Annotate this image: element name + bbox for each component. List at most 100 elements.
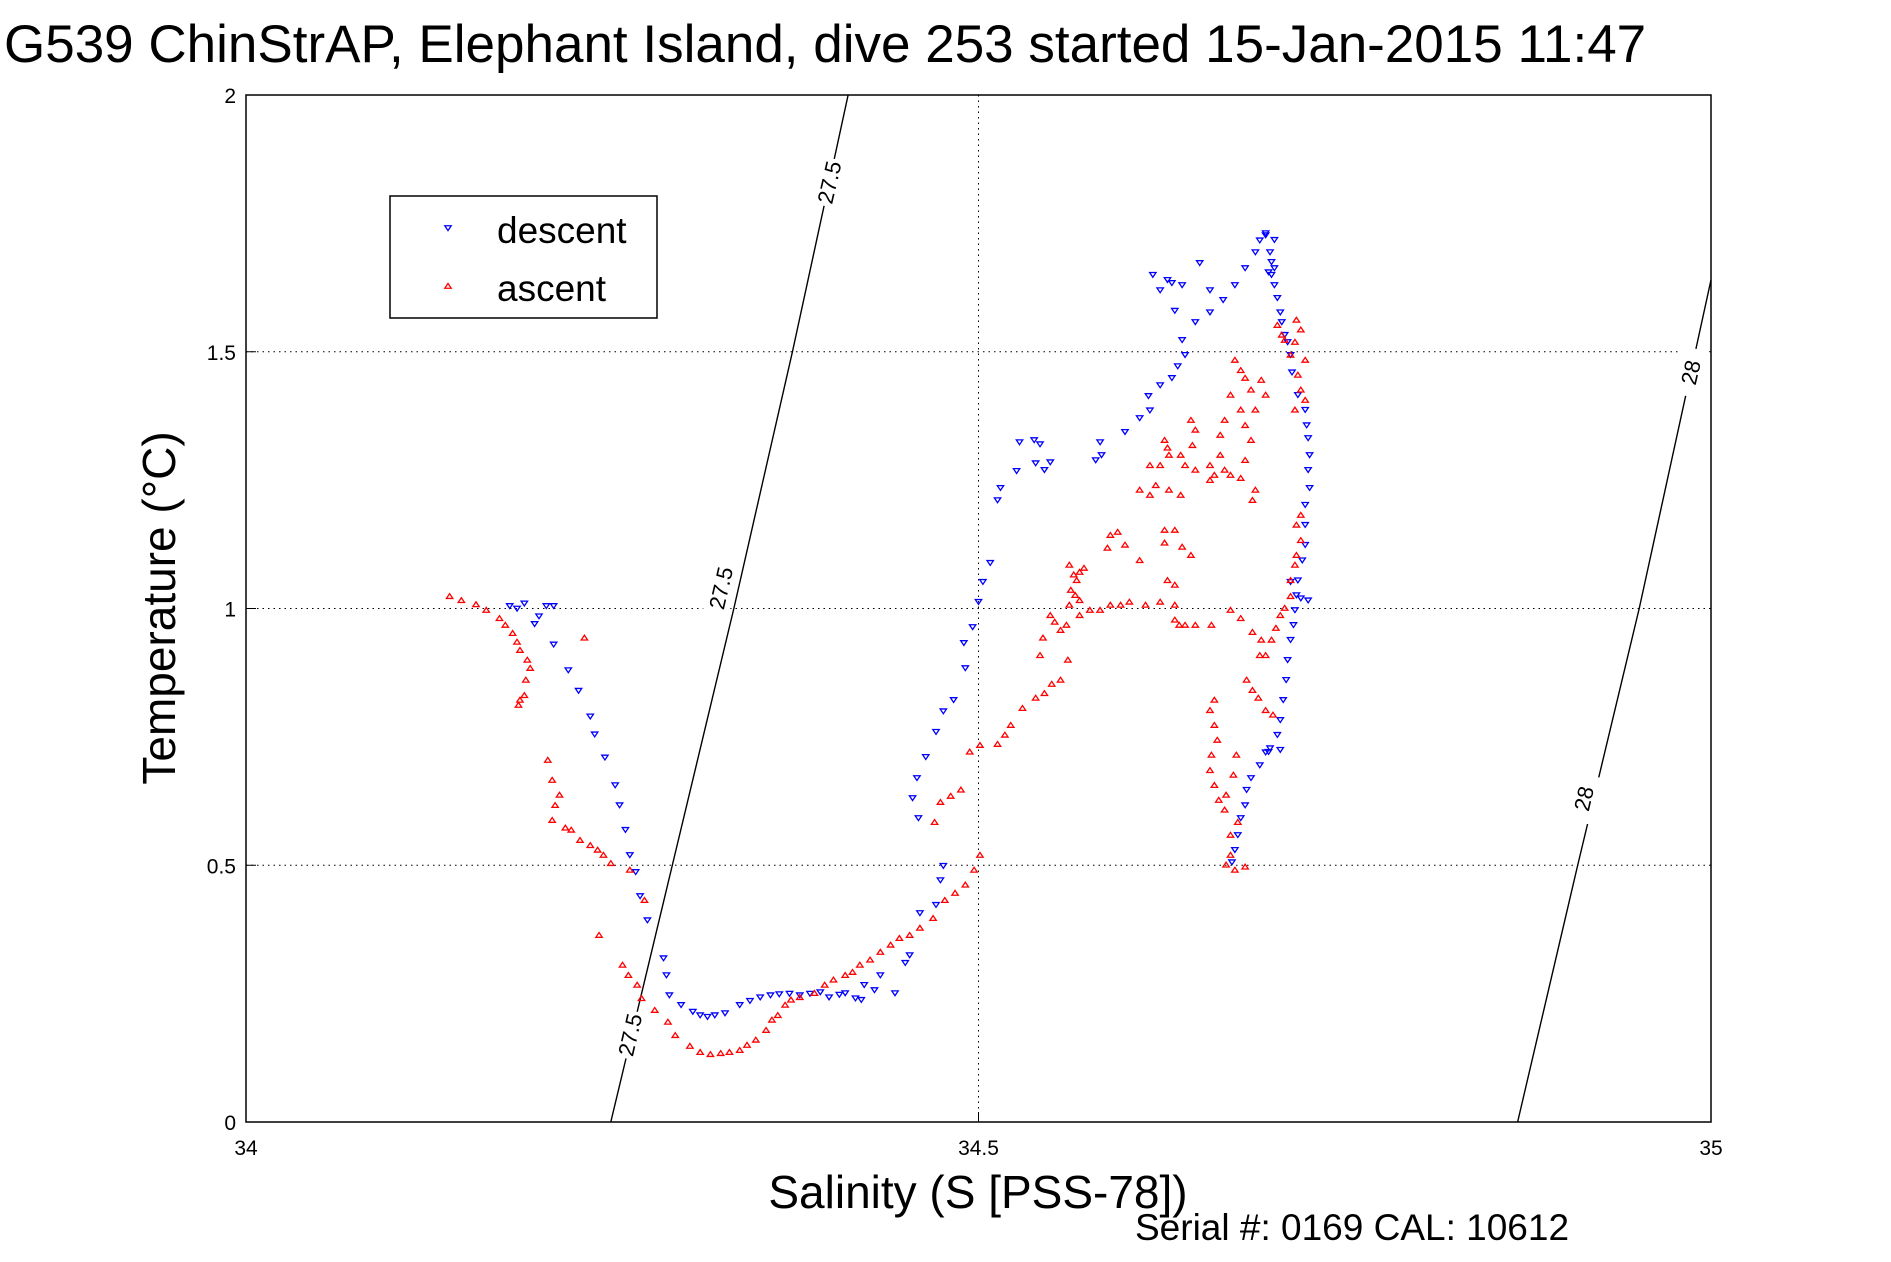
ascent-point xyxy=(1170,616,1180,623)
ascent-point xyxy=(716,1049,726,1057)
ascent-point xyxy=(935,798,945,805)
descent-point xyxy=(1240,802,1250,809)
descent-point xyxy=(1242,786,1252,794)
ascent-point xyxy=(1176,491,1186,498)
ascent-point xyxy=(1064,601,1074,608)
ascent-point xyxy=(1135,556,1145,564)
ascent-point xyxy=(705,1050,715,1058)
ascent-point xyxy=(840,971,850,979)
descent-point xyxy=(1275,309,1285,316)
ascent-point xyxy=(1038,634,1048,641)
ascent-point xyxy=(905,931,915,938)
ascent-point xyxy=(1293,371,1303,378)
ascent-point xyxy=(1186,551,1196,558)
ascent-point xyxy=(519,691,529,699)
ascent-point xyxy=(1291,521,1301,528)
ascent-point xyxy=(1207,751,1216,758)
ascent-point xyxy=(1215,431,1225,438)
ascent-point xyxy=(820,981,830,988)
legend-box xyxy=(389,195,658,319)
descent-point xyxy=(1297,557,1307,564)
ascent-point xyxy=(1236,406,1246,413)
ascent-point xyxy=(1047,680,1057,687)
legend: descent ascent xyxy=(389,195,658,319)
ascent-point xyxy=(1190,621,1200,628)
ascent-point xyxy=(1290,561,1300,568)
ascent-point xyxy=(1135,486,1145,493)
ascent-point xyxy=(928,914,938,922)
descent-point xyxy=(1167,375,1177,382)
ascent-point xyxy=(575,836,585,843)
ascent-point xyxy=(956,786,966,793)
descent-point xyxy=(1233,832,1243,839)
ascent-point xyxy=(1253,694,1263,701)
descent-point xyxy=(1255,237,1265,245)
descent-point xyxy=(908,795,917,802)
ascent-point xyxy=(1221,861,1231,868)
ascent-point xyxy=(1120,541,1130,548)
ascent-point xyxy=(1160,539,1169,546)
ascent-point xyxy=(1296,536,1306,544)
descent-point xyxy=(755,994,765,1001)
descent-point xyxy=(1230,846,1240,854)
descent-point xyxy=(720,1010,730,1017)
ascent-point xyxy=(663,1018,673,1025)
descent-point xyxy=(1163,276,1172,284)
ascent-point xyxy=(1220,806,1230,813)
ascent-point xyxy=(555,791,564,798)
ascent-point xyxy=(1248,496,1257,504)
ascent-point xyxy=(1226,391,1235,398)
ascent-point xyxy=(585,841,595,849)
ascent-point xyxy=(685,1042,695,1049)
descent-point xyxy=(1275,746,1285,754)
descent-point xyxy=(631,869,641,876)
descent-point xyxy=(1275,717,1285,724)
ascent-point xyxy=(1164,451,1174,458)
descent-point xyxy=(774,991,784,998)
ascent-point xyxy=(1006,721,1016,728)
ascent-point xyxy=(618,961,627,968)
descent-point xyxy=(1281,676,1291,684)
ascent-point xyxy=(1267,636,1276,643)
descent-point xyxy=(1240,265,1250,272)
descent-point xyxy=(590,731,600,739)
descent-point xyxy=(959,640,969,647)
descent-point xyxy=(1293,391,1303,399)
descent-point xyxy=(785,990,794,998)
descent-point xyxy=(703,1013,712,1021)
ascent-point xyxy=(1164,486,1174,493)
ascent-point xyxy=(1050,618,1060,625)
descent-point xyxy=(890,990,900,997)
ascent-point xyxy=(829,976,838,983)
descent-point xyxy=(1155,287,1165,294)
descent-point xyxy=(574,687,583,695)
ascent-point xyxy=(1151,481,1161,489)
ascent-point xyxy=(1170,601,1180,608)
descent-point xyxy=(585,713,595,721)
descent-point xyxy=(1040,466,1049,474)
y-axis-ticks: 0 0.5 1 1.5 2 xyxy=(207,85,256,1135)
descent-point xyxy=(1290,607,1300,614)
ascent-point xyxy=(1286,576,1295,584)
ascent-point xyxy=(735,1046,745,1053)
descent-point xyxy=(635,893,645,900)
descent-point xyxy=(1267,271,1276,279)
ascent-point xyxy=(1141,601,1150,608)
ascent-point xyxy=(1240,374,1250,381)
descent-point xyxy=(534,613,544,620)
ascent-point xyxy=(1209,471,1219,478)
ascent-point xyxy=(599,851,608,858)
y-tick-label: 0 xyxy=(224,1112,236,1135)
ascent-point xyxy=(1246,436,1256,443)
descent-point xyxy=(1230,282,1240,289)
ascent-point xyxy=(1056,676,1065,683)
ascent-point xyxy=(1095,606,1105,613)
ascent-point xyxy=(1105,601,1115,608)
ascent-point xyxy=(1205,706,1215,714)
ascent-point xyxy=(1176,451,1186,458)
ascent-point xyxy=(1226,851,1235,858)
contour-label-28: 28 xyxy=(1569,784,1599,813)
descent-point xyxy=(1287,369,1297,377)
ascent-point xyxy=(1113,528,1123,535)
ascent-point xyxy=(550,801,560,809)
